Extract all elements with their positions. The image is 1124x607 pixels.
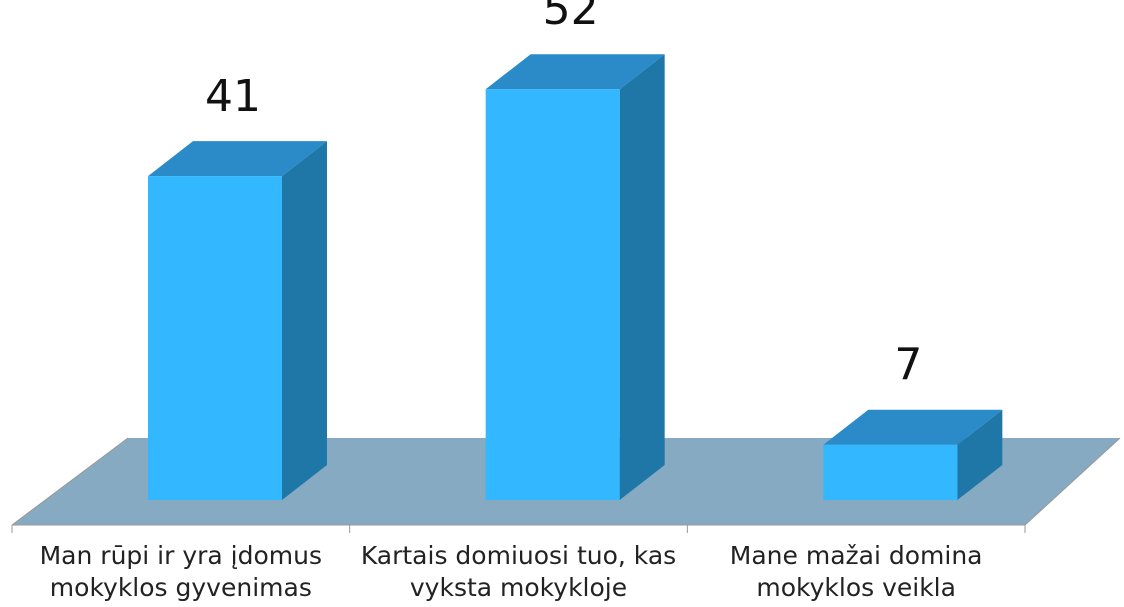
bar: [148, 176, 282, 500]
bar-side: [282, 141, 327, 500]
baseline-side: [11, 437, 129, 526]
bar-side: [957, 409, 1003, 500]
bar: [485, 89, 620, 500]
bar-top: [485, 54, 665, 90]
bar-top: [823, 409, 1003, 445]
x-tick-label: Kartais domiuosi tuo, kas vyksta mokyklo…: [360, 541, 677, 602]
bar: [823, 444, 958, 500]
x-tick-label: Man rūpi ir yra įdomus mokyklos gyvenima…: [39, 541, 323, 602]
baseline-side: [1024, 437, 1121, 526]
value-label: 41: [205, 71, 261, 122]
bar-top: [148, 141, 327, 177]
x-tick-label: Mane mažai domina mokyklos veikla: [729, 541, 983, 602]
bar-side: [619, 54, 665, 500]
value-label: 52: [543, 0, 599, 35]
value-label: 7: [894, 340, 922, 391]
